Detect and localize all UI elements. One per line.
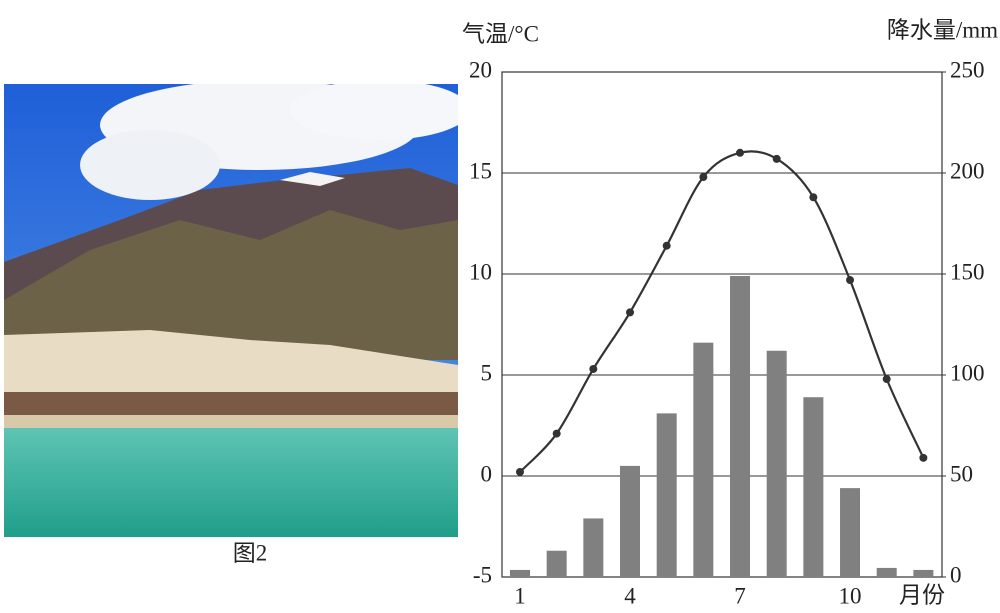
- y-tick-label: 20: [469, 57, 492, 82]
- y2-tick-label: 0: [950, 562, 962, 587]
- bar: [620, 466, 640, 577]
- x-tick-label: 4: [624, 583, 636, 608]
- y-axis-label: 气温/°C: [462, 21, 539, 46]
- y2-tick-label: 250: [950, 57, 985, 82]
- temperature-point: [846, 276, 854, 284]
- page: 图2 气温/°C 降水量/mm 月份 -50510152005010015020…: [0, 0, 1000, 613]
- y2-tick-label: 150: [950, 259, 985, 284]
- temperature-point: [663, 242, 671, 250]
- y2-axis-label: 降水量/mm: [887, 17, 998, 42]
- x-tick-label: 7: [734, 583, 746, 608]
- y2-tick-label: 50: [950, 461, 973, 486]
- temperature-point: [919, 454, 927, 462]
- bar: [913, 570, 933, 577]
- photo: [4, 80, 470, 538]
- y-tick-label: 5: [481, 360, 493, 385]
- y-tick-label: -5: [473, 562, 492, 587]
- temperature-point: [699, 173, 707, 181]
- bar: [510, 570, 530, 577]
- y2-tick-label: 100: [950, 360, 985, 385]
- temperature-point: [589, 365, 597, 373]
- temperature-point: [883, 375, 891, 383]
- bar: [877, 568, 897, 577]
- bar: [583, 518, 603, 577]
- temperature-point: [773, 155, 781, 163]
- bar: [840, 488, 860, 577]
- temperature-point: [553, 430, 561, 438]
- temperature-point: [809, 193, 817, 201]
- y-tick-label: 15: [469, 158, 492, 183]
- temperature-point: [736, 149, 744, 157]
- x-tick-label: 10: [839, 583, 862, 608]
- bar: [803, 397, 823, 577]
- y2-tick-label: 200: [950, 158, 985, 183]
- x-axis-label: 月份: [899, 582, 945, 607]
- bar: [693, 343, 713, 577]
- plot-frame: [502, 72, 942, 577]
- caption: 图2: [233, 540, 268, 565]
- bar: [547, 551, 567, 577]
- temperature-point: [516, 468, 524, 476]
- temperature-line: [520, 151, 923, 472]
- temperature-point: [626, 308, 634, 316]
- y-tick-label: 0: [481, 461, 493, 486]
- x-tick-label: 1: [514, 583, 526, 608]
- bar: [730, 276, 750, 577]
- y-tick-label: 10: [469, 259, 492, 284]
- bar: [767, 351, 787, 577]
- bar: [657, 413, 677, 577]
